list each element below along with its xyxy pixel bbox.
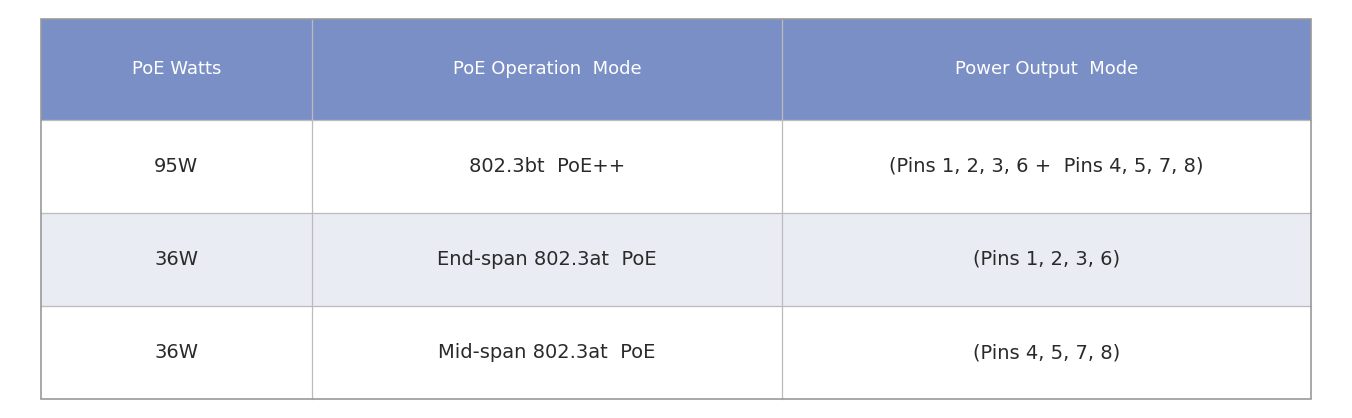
Bar bbox=[312, 306, 781, 399]
Text: 36W: 36W bbox=[154, 343, 199, 362]
Text: 95W: 95W bbox=[154, 157, 199, 176]
Bar bbox=[41, 213, 312, 306]
Text: (Pins 1, 2, 3, 6 +  Pins 4, 5, 7, 8): (Pins 1, 2, 3, 6 + Pins 4, 5, 7, 8) bbox=[890, 157, 1203, 176]
Bar bbox=[312, 19, 781, 120]
Text: Mid-span 802.3at  PoE: Mid-span 802.3at PoE bbox=[438, 343, 656, 362]
Bar bbox=[41, 120, 312, 213]
Text: Power Output  Mode: Power Output Mode bbox=[955, 60, 1138, 78]
Bar bbox=[781, 120, 1311, 213]
Text: PoE Operation  Mode: PoE Operation Mode bbox=[453, 60, 641, 78]
Text: 36W: 36W bbox=[154, 250, 199, 269]
Bar bbox=[41, 19, 312, 120]
Text: (Pins 1, 2, 3, 6): (Pins 1, 2, 3, 6) bbox=[973, 250, 1121, 269]
Bar bbox=[781, 19, 1311, 120]
Text: (Pins 4, 5, 7, 8): (Pins 4, 5, 7, 8) bbox=[973, 343, 1121, 362]
Text: PoE Watts: PoE Watts bbox=[131, 60, 220, 78]
Bar bbox=[781, 306, 1311, 399]
Bar bbox=[312, 213, 781, 306]
Text: 802.3bt  PoE++: 802.3bt PoE++ bbox=[469, 157, 625, 176]
Bar bbox=[781, 213, 1311, 306]
Text: End-span 802.3at  PoE: End-span 802.3at PoE bbox=[437, 250, 657, 269]
Bar bbox=[312, 120, 781, 213]
Bar bbox=[41, 306, 312, 399]
